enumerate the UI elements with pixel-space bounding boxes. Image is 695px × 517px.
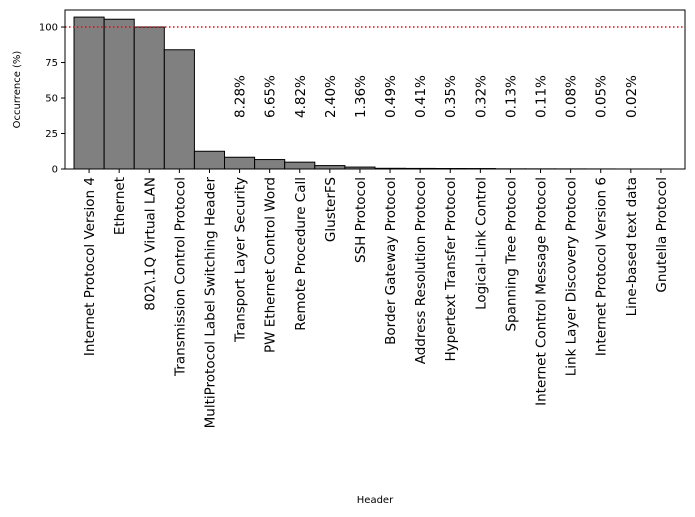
x-tick-label-9: SSH Protocol (353, 177, 369, 263)
x-tick-label-17: Internet Protocol Version 6 (594, 177, 610, 356)
x-tick-label-19: Gnutella Protocol (654, 177, 670, 293)
x-tick-label-2: 802\.1Q Virtual LAN (142, 177, 158, 311)
x-tick-label-7: Remote Procedure Call (293, 177, 309, 331)
x-tick-label-11: Address Resolution Protocol (413, 177, 429, 364)
data-labels-group: 8.28% 6.65% 4.82% 2.40% 1.36% 0.49% 0.41% 0.35%… (233, 75, 640, 118)
bar-2 (133, 26, 165, 170)
x-tick-label-13: Logical-Link Control (473, 177, 489, 310)
bar-1 (103, 18, 135, 170)
y-tick-label-4: 100 (39, 23, 58, 34)
x-tick-label-8: GlusterFS (323, 177, 339, 242)
x-tick-label-18: Line-based text data (624, 177, 640, 316)
x-tick-label-0: Internet Protocol Version 4 (82, 177, 98, 356)
data-label-16: 0.08% (564, 75, 580, 118)
data-label-10: 0.49% (383, 75, 399, 118)
data-label-13: 0.32% (473, 75, 489, 118)
x-tick-label-16: Link Layer Discovery Protocol (564, 177, 580, 376)
y-tick-label-0: 0 (52, 165, 58, 176)
x-tick-label-3: Transmission Control Protocol (172, 177, 188, 377)
data-label-11: 0.41% (413, 75, 429, 118)
x-tick-label-10: Border Gateway Protocol (383, 177, 399, 345)
bar-6 (254, 159, 286, 170)
y-axis: 0 25 50 75 100 (39, 23, 65, 176)
x-axis-title: Header (357, 495, 394, 506)
data-label-9: 1.36% (353, 75, 369, 118)
data-label-5: 8.28% (233, 75, 249, 118)
x-tick-label-1: Ethernet (112, 177, 128, 235)
bars-group (73, 16, 677, 170)
data-label-18: 0.02% (624, 75, 640, 118)
bar-5 (224, 156, 256, 170)
bar-4 (193, 150, 226, 170)
bar-0 (73, 16, 105, 170)
y-axis-title: Occurrence (%) (12, 51, 23, 129)
data-label-8: 2.40% (323, 75, 339, 118)
x-tick-label-6: PW Ethernet Control Word (263, 177, 279, 353)
bar-7 (284, 161, 316, 170)
bar-8 (314, 165, 346, 170)
y-tick-label-1: 25 (45, 129, 58, 140)
x-axis: Internet Protocol Version 4 Ethernet 802\.… (82, 169, 670, 428)
x-tick-label-4: MultiProtocol Label Switching Header (202, 177, 218, 429)
data-label-15: 0.11% (534, 75, 550, 118)
data-label-17: 0.05% (594, 75, 610, 118)
data-label-6: 6.65% (263, 75, 279, 118)
bar-3 (163, 49, 195, 170)
y-tick-label-3: 75 (45, 58, 58, 69)
x-tick-label-5: Transport Layer Security (233, 177, 249, 343)
data-label-14: 0.13% (503, 75, 519, 118)
x-tick-label-12: Hypertext Transfer Protocol (443, 177, 459, 361)
x-tick-label-14: Spanning Tree Protocol (503, 177, 519, 332)
x-tick-label-15: Internet Control Message Protocol (534, 177, 550, 406)
y-tick-label-2: 50 (45, 94, 58, 105)
data-label-12: 0.35% (443, 75, 459, 118)
data-label-7: 4.82% (293, 75, 309, 118)
plot-frame (64, 9, 686, 170)
